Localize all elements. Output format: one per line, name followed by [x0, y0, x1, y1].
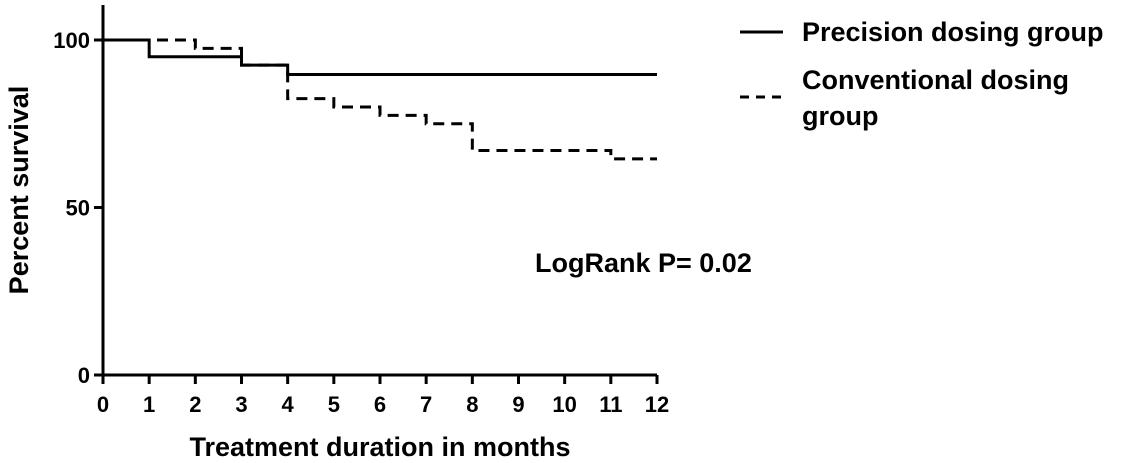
x-tick-label: 2: [189, 392, 201, 417]
y-tick-label: 50: [66, 196, 90, 221]
x-tick-label: 7: [420, 392, 432, 417]
x-tick-label: 6: [374, 392, 386, 417]
y-tick-label: 100: [53, 28, 90, 53]
x-tick-label: 9: [512, 392, 524, 417]
x-tick-label: 12: [645, 392, 669, 417]
x-tick-label: 5: [328, 392, 340, 417]
legend-label-conventional-line2: group: [802, 101, 878, 131]
legend-label-conventional-line1: Conventional dosing: [802, 65, 1069, 95]
legend: Precision dosing group Conventional dosi…: [740, 17, 1104, 131]
x-axis-title: Treatment duration in months: [189, 432, 570, 462]
tick-marks: [94, 38, 659, 384]
axes: [101, 5, 657, 377]
logrank-annotation: LogRank P= 0.02: [535, 248, 752, 278]
x-tick-label: 11: [599, 392, 622, 417]
x-tick-label: 0: [97, 392, 109, 417]
y-tick-label: 0: [78, 363, 90, 388]
x-tick-label: 1: [143, 392, 155, 417]
legend-label-precision: Precision dosing group: [802, 17, 1104, 47]
x-tick-label: 4: [282, 392, 295, 417]
series-lines: [103, 38, 657, 161]
x-tick-label: 10: [552, 392, 576, 417]
x-tick-label: 3: [235, 392, 247, 417]
y-axis-title: Percent survival: [4, 86, 34, 295]
x-tick-label: 8: [466, 392, 478, 417]
series-line-precision: [103, 38, 657, 77]
